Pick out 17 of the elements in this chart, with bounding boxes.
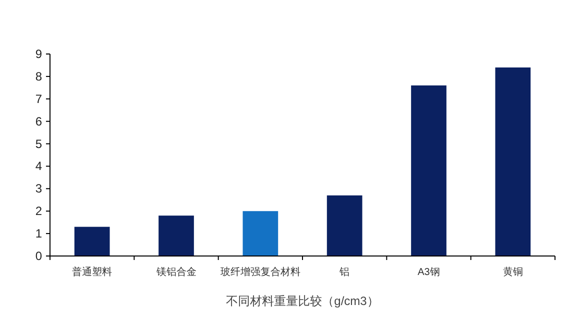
y-tick-label: 1: [35, 226, 42, 241]
x-tick-label: 铝: [338, 267, 350, 278]
y-tick-label: 0: [35, 249, 42, 263]
y-tick-label: 8: [35, 69, 42, 84]
y-tick-label: 7: [35, 92, 42, 106]
x-axis-title: 不同材料重量比较（g/cm3）: [226, 294, 379, 308]
y-tick-label: 9: [35, 47, 42, 61]
y-tick-label: 3: [35, 182, 42, 196]
x-tick-label: A3钢: [418, 267, 440, 278]
y-tick-label: 6: [35, 114, 42, 128]
y-tick-label: 4: [35, 159, 42, 174]
x-tick-label: 镁铝合金: [155, 266, 196, 278]
x-tick-label: 玻纤增强复合材料: [220, 266, 300, 278]
x-tick-label: 黄铜: [502, 266, 523, 278]
y-tick-label: 2: [35, 204, 42, 218]
x-tick-label: 普通塑料: [72, 266, 112, 278]
y-tick-label: 5: [35, 136, 42, 151]
